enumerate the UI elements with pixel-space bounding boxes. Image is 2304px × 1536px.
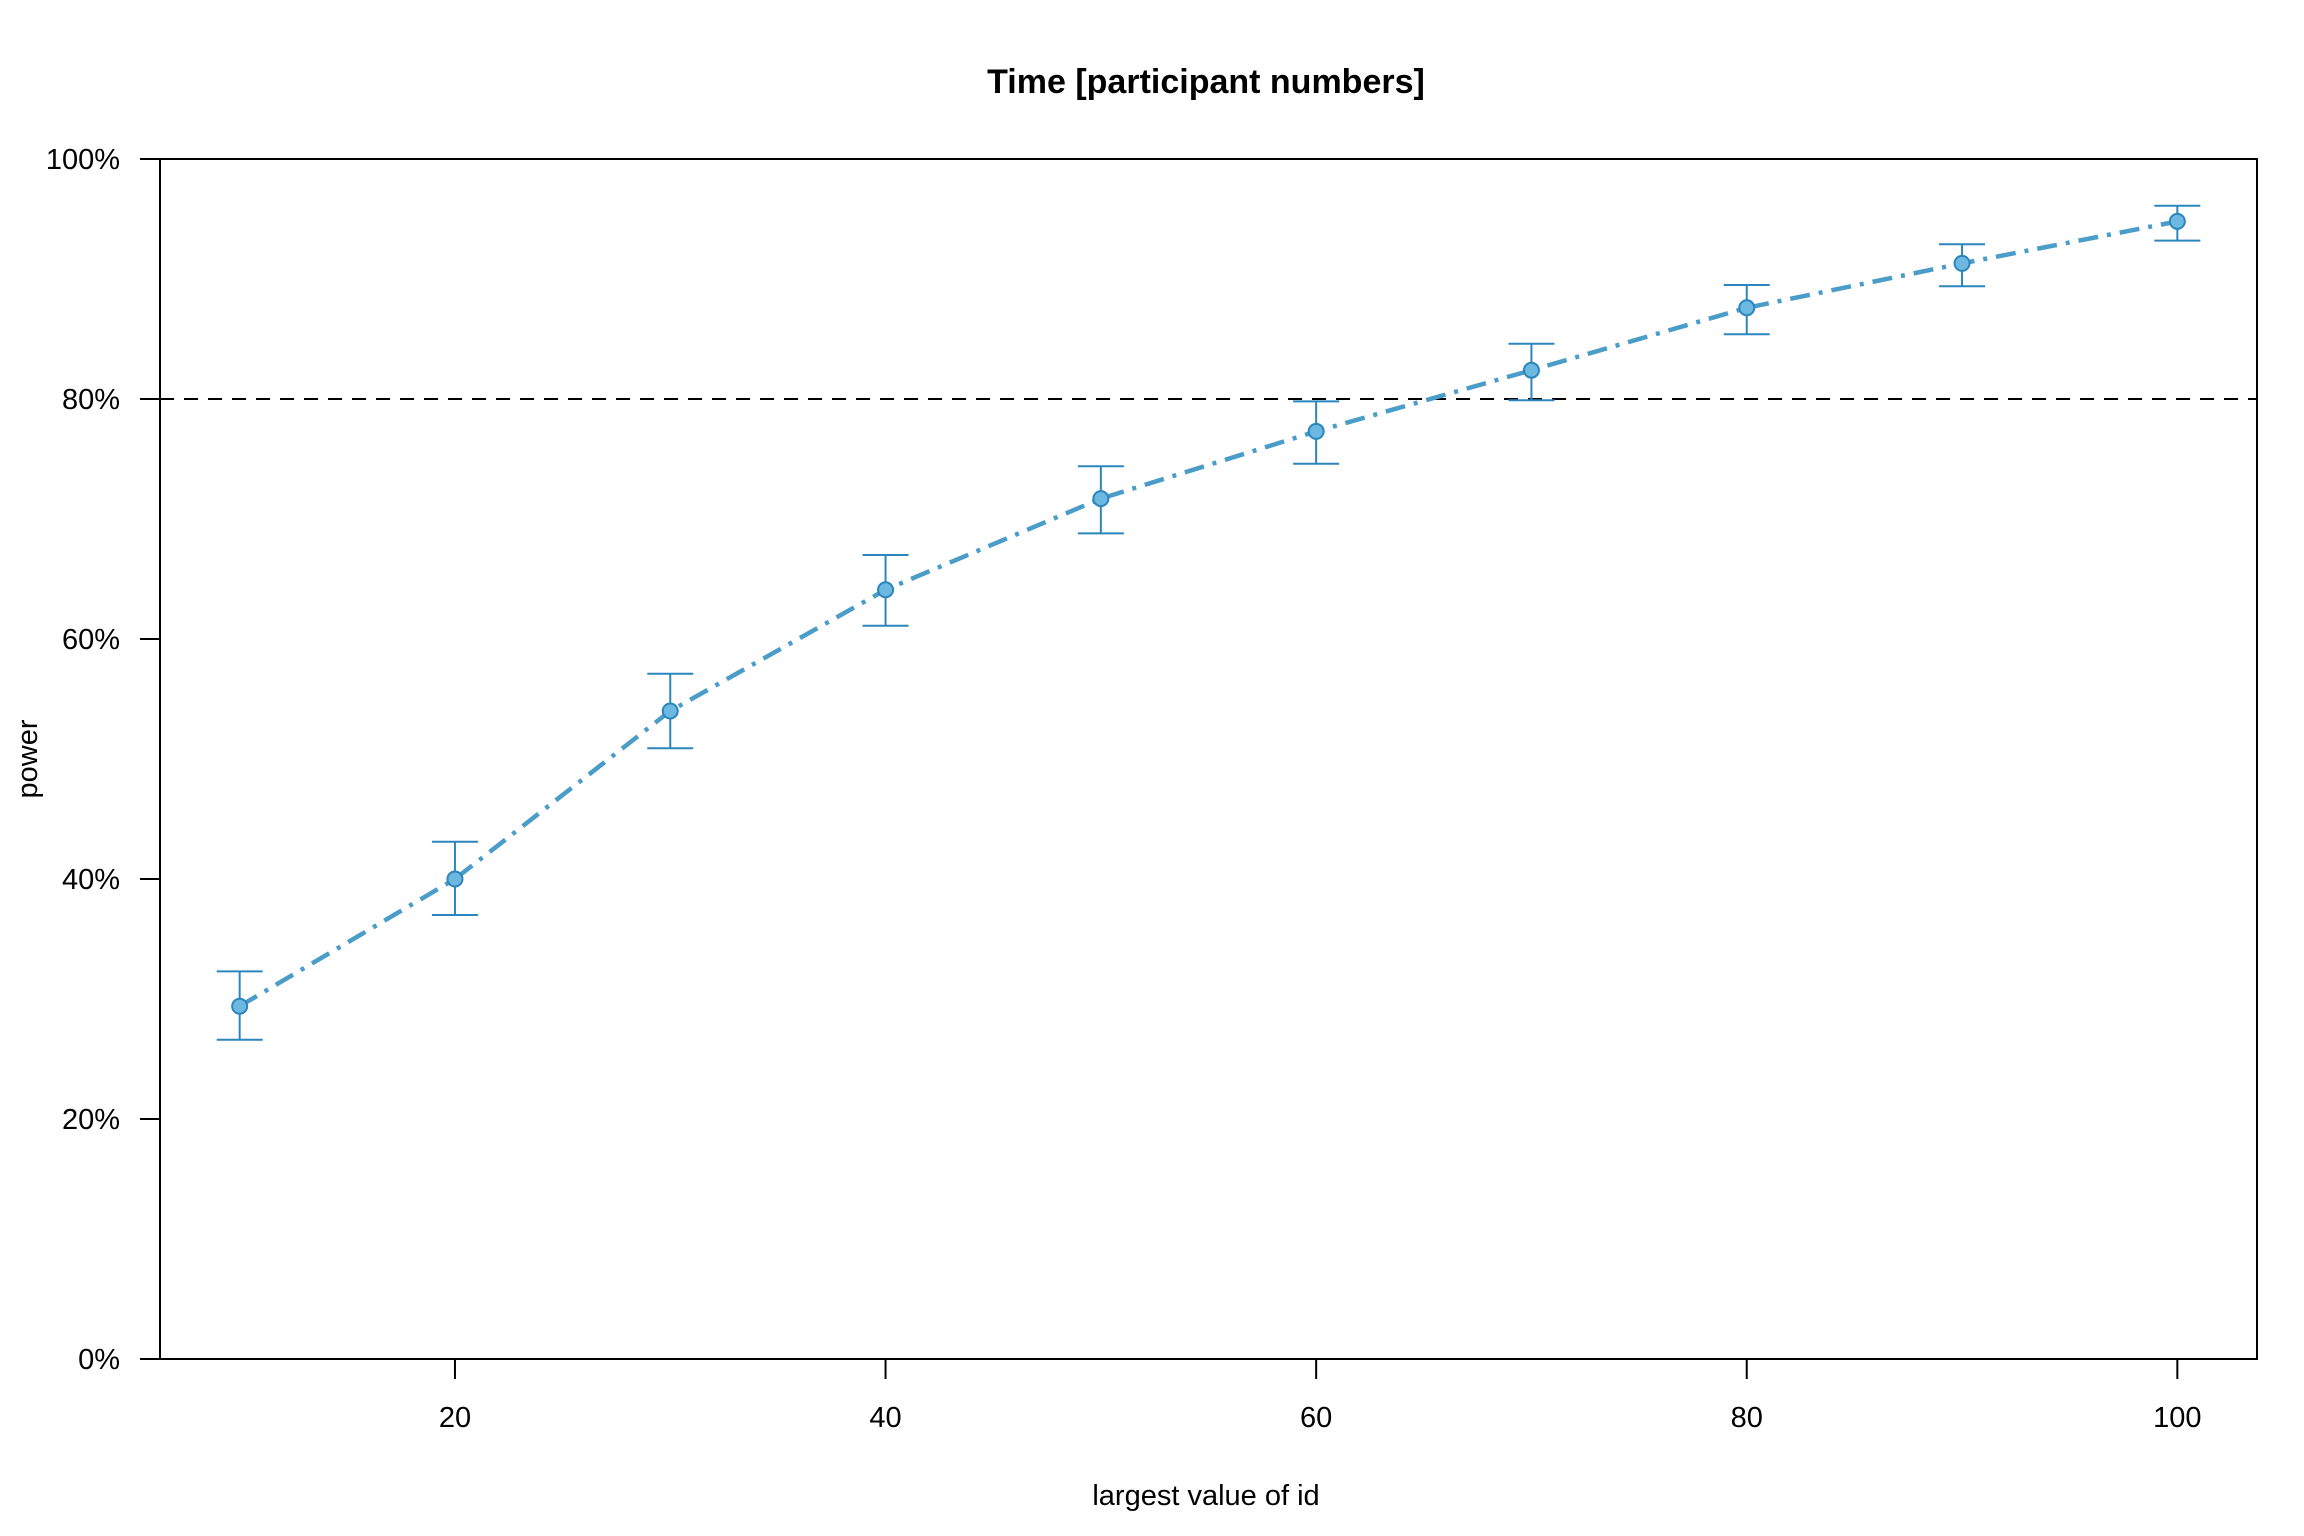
y-tick-label: 100% <box>46 144 120 176</box>
y-tick-label: 80% <box>62 384 120 416</box>
data-point <box>1092 490 1110 508</box>
data-point <box>1522 361 1540 379</box>
x-axis: 20 40 60 80 100 <box>439 1359 2202 1434</box>
y-axis: 0% 20% 40% 60% 80% 100% <box>46 144 160 1376</box>
series-line <box>238 219 2178 1009</box>
data-point <box>1738 299 1756 317</box>
plot-area-border <box>159 158 2258 1360</box>
y-tick-label: 0% <box>78 1344 120 1376</box>
y-tick-label: 20% <box>62 1104 120 1136</box>
data-point <box>446 870 464 888</box>
x-tick-label: 20 <box>439 1402 471 1434</box>
y-tick-label: 60% <box>62 624 120 656</box>
x-tick-label: 100 <box>2153 1402 2201 1434</box>
y-axis-label: power <box>12 719 44 798</box>
data-point <box>231 997 249 1015</box>
data-point <box>1953 254 1971 272</box>
data-point <box>661 702 679 720</box>
y-tick-label: 40% <box>62 864 120 896</box>
x-tick-label: 40 <box>869 1402 901 1434</box>
x-axis-label: largest value of id <box>1092 1480 1319 1512</box>
chart-title: Time [participant numbers] <box>987 63 1425 101</box>
data-point <box>1307 422 1325 440</box>
x-tick-label: 60 <box>1300 1402 1332 1434</box>
data-point <box>877 581 895 599</box>
data-point <box>2168 212 2186 230</box>
series-layer <box>216 204 2201 1041</box>
x-tick-label: 80 <box>1731 1402 1763 1434</box>
